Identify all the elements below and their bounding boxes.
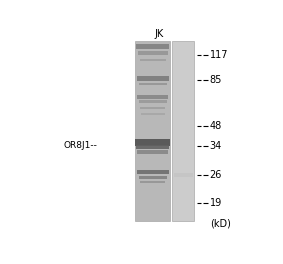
Bar <box>140 181 165 183</box>
Bar <box>137 76 168 81</box>
Bar <box>138 51 168 55</box>
Bar <box>140 107 165 109</box>
Bar <box>135 139 170 146</box>
Text: 34: 34 <box>210 140 222 150</box>
Text: 85: 85 <box>210 76 222 86</box>
Text: 117: 117 <box>210 50 228 60</box>
Text: 48: 48 <box>210 121 222 131</box>
Bar <box>139 100 167 103</box>
Bar <box>137 170 168 174</box>
Bar <box>140 59 166 61</box>
Bar <box>136 145 170 149</box>
Bar <box>141 113 165 115</box>
Bar <box>137 95 168 98</box>
Text: OR8J1--: OR8J1-- <box>64 141 98 150</box>
Bar <box>135 41 170 221</box>
Text: 19: 19 <box>210 199 222 209</box>
Text: 26: 26 <box>210 170 222 180</box>
Bar <box>139 176 167 178</box>
Text: JK: JK <box>155 29 164 39</box>
Bar <box>136 44 170 49</box>
Bar <box>137 150 168 154</box>
Bar <box>139 82 167 85</box>
Bar <box>173 173 193 177</box>
Text: (kD): (kD) <box>210 219 231 229</box>
Bar <box>172 41 194 221</box>
